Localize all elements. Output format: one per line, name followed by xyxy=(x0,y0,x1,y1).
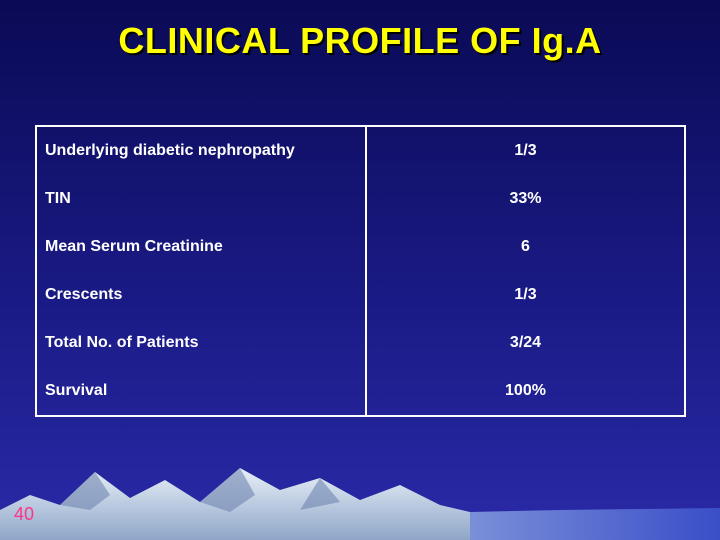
row-label: Survival xyxy=(35,367,366,417)
row-value: 100% xyxy=(365,367,686,417)
row-label: TIN xyxy=(35,175,366,223)
table-row: Mean Serum Creatinine 6 xyxy=(35,223,686,271)
table-row: Total No. of Patients 3/24 xyxy=(35,319,686,367)
table-row: Crescents 1/3 xyxy=(35,271,686,319)
row-value: 1/3 xyxy=(365,125,686,175)
row-value: 3/24 xyxy=(365,319,686,367)
row-label: Crescents xyxy=(35,271,366,319)
profile-table: Underlying diabetic nephropathy 1/3 TIN … xyxy=(35,125,686,417)
table-row: TIN 33% xyxy=(35,175,686,223)
row-value: 1/3 xyxy=(365,271,686,319)
row-value: 33% xyxy=(365,175,686,223)
page-number: 40 xyxy=(14,504,35,524)
slide-title: CLINICAL PROFILE OF Ig.A xyxy=(118,20,602,61)
row-value: 6 xyxy=(365,223,686,271)
row-label: Total No. of Patients xyxy=(35,319,366,367)
row-label: Mean Serum Creatinine xyxy=(35,223,366,271)
table-row: Survival 100% xyxy=(35,367,686,417)
table-row: Underlying diabetic nephropathy 1/3 xyxy=(35,125,686,175)
mountain-range-decoration xyxy=(0,468,720,540)
row-label: Underlying diabetic nephropathy xyxy=(35,125,366,175)
